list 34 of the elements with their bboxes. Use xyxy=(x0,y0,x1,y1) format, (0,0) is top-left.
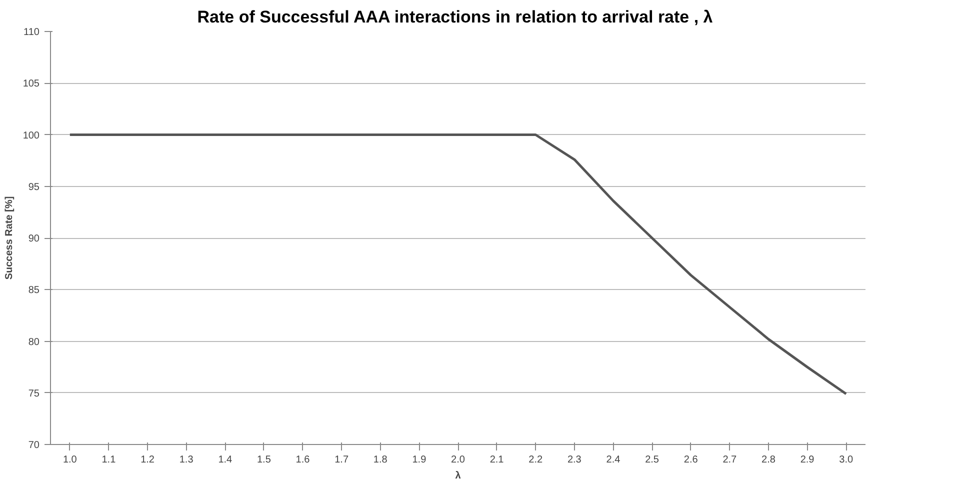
x-tick-label: 2.3 xyxy=(567,454,582,466)
y-tick-label: 75 xyxy=(28,388,40,400)
y-tick-label: 105 xyxy=(22,78,40,90)
line-series xyxy=(68,134,848,396)
x-tick-label: 1.9 xyxy=(412,454,427,466)
x-tick-label: 1.4 xyxy=(218,454,233,466)
y-tick-label: 80 xyxy=(28,336,40,348)
x-tick-label: 2.1 xyxy=(490,454,504,466)
x-tick-label: 1.1 xyxy=(102,454,116,466)
x-tick-label: 1.7 xyxy=(334,454,349,466)
x-tick-label: 1.6 xyxy=(296,454,310,466)
x-tick-label: 2.4 xyxy=(606,454,621,466)
x-tick-label: 2.8 xyxy=(762,454,776,466)
x-tick-label: 2.9 xyxy=(800,454,815,466)
y-tick-label: 95 xyxy=(28,182,40,193)
y-tick-label: 100 xyxy=(22,130,40,142)
x-tick-label: 1.5 xyxy=(257,454,272,466)
y-tick-label: 110 xyxy=(24,27,40,38)
x-tick-label: 2.2 xyxy=(528,454,544,466)
x-tick-label: 1.2 xyxy=(140,454,155,466)
x-tick-label: 2.7 xyxy=(722,454,738,466)
x-tick-label: 1.0 xyxy=(62,454,78,466)
y-tick-label: 85 xyxy=(28,285,40,296)
chart-title: Rate of Successful AAA interactions in relation to arrival rate , λ xyxy=(197,8,714,26)
x-tick-label: 1.3 xyxy=(179,454,194,466)
y-axis-title: Success Rate [%] xyxy=(4,196,15,280)
x-tick-label: 2.0 xyxy=(451,454,466,466)
x-axis-title: λ xyxy=(455,470,462,482)
x-tick-label: 1.8 xyxy=(373,454,388,466)
x-tick-label: 2.6 xyxy=(684,454,698,466)
y-tick-label: 90 xyxy=(28,234,40,244)
x-tick-label: 3.0 xyxy=(839,454,854,466)
x-tick-label: 2.5 xyxy=(645,454,660,466)
y-tick-label: 70 xyxy=(28,440,40,451)
